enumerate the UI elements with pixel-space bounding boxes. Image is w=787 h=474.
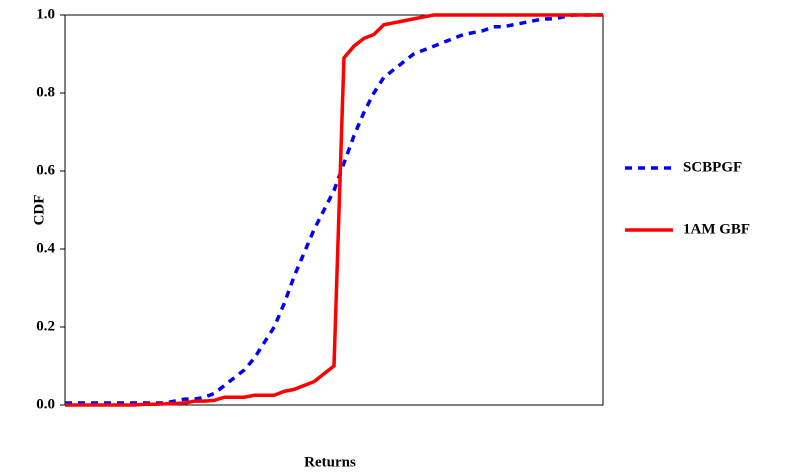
legend-label: 1AM GBF: [683, 221, 750, 237]
legend-label: SCBPGF: [683, 159, 742, 175]
y-axis-label: CDF: [31, 195, 47, 226]
plot-frame: [64, 14, 604, 406]
y-tick-label: 1.0: [36, 6, 55, 22]
series-line: [65, 13, 603, 407]
y-tick-label: 0.2: [36, 318, 55, 334]
x-axis-label: Returns: [304, 454, 356, 470]
y-tick-label: 0.6: [36, 162, 55, 178]
y-tick-label: 0.4: [36, 240, 55, 256]
y-tick-label: 0.0: [36, 396, 55, 412]
series-line: [65, 13, 603, 405]
y-tick-label: 0.8: [36, 84, 55, 100]
